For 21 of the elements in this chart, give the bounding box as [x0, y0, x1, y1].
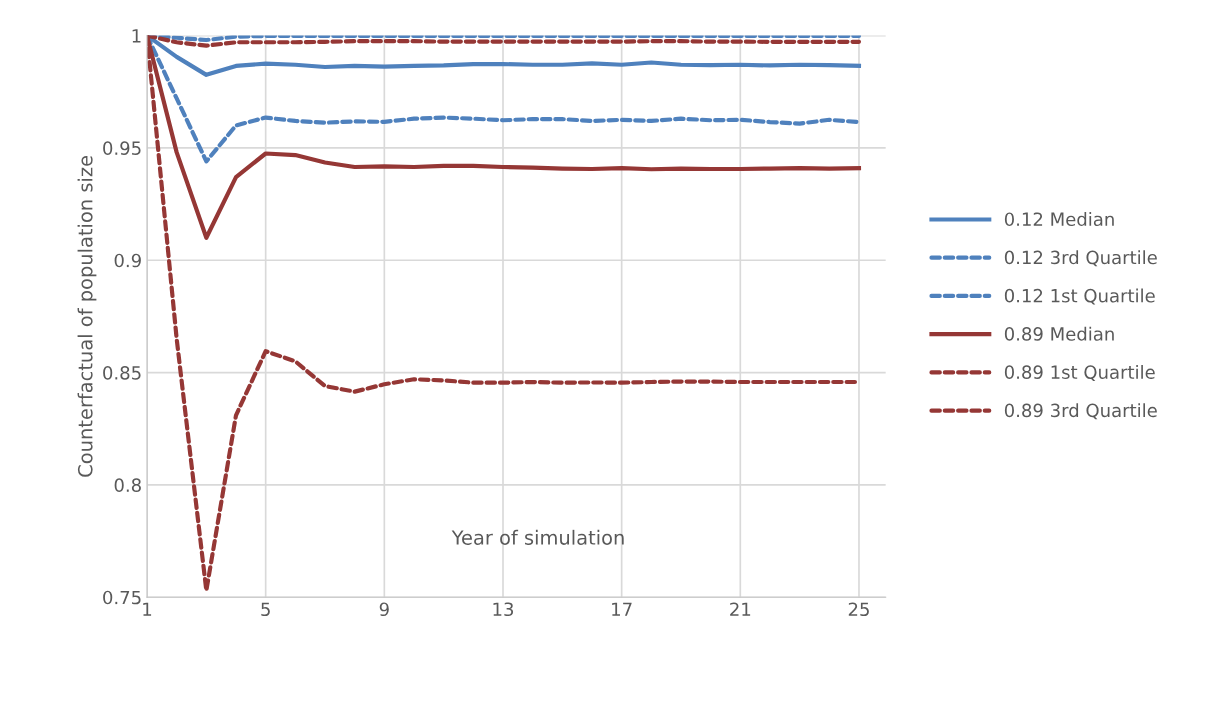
x-tick-label: 21: [730, 602, 751, 616]
x-tick-label: 9: [379, 602, 389, 617]
x-tick-label: 5: [261, 602, 270, 617]
x-tick-label: 1: [143, 602, 152, 616]
x-axis-title: Year of simulation: [451, 529, 624, 545]
legend-label: 0.12 1st Quartile: [1004, 288, 1155, 305]
x-tick-label: 13: [493, 602, 514, 617]
legend-label: 0.89 3rd Quartile: [1004, 403, 1157, 420]
legend-label: 0.89 Median: [1004, 326, 1114, 341]
x-tick-label: 17: [612, 602, 632, 616]
y-tick-label: 0.75: [103, 590, 141, 605]
y-tick-label: 0.8: [114, 478, 141, 493]
y-tick-label: 0.85: [103, 366, 141, 380]
legend-label: 0.12 3rd Quartile: [1004, 250, 1157, 267]
x-tick-label: 25: [848, 602, 869, 617]
y-tick-label: 1: [132, 29, 141, 43]
y-tick-label: 0.9: [114, 253, 141, 268]
y-axis-title: Counterfactual of population size: [77, 155, 97, 477]
legend-label: 0.12 Median: [1004, 212, 1114, 227]
y-tick-label: 0.95: [103, 141, 141, 155]
legend-label: 0.89 1st Quartile: [1004, 365, 1155, 382]
